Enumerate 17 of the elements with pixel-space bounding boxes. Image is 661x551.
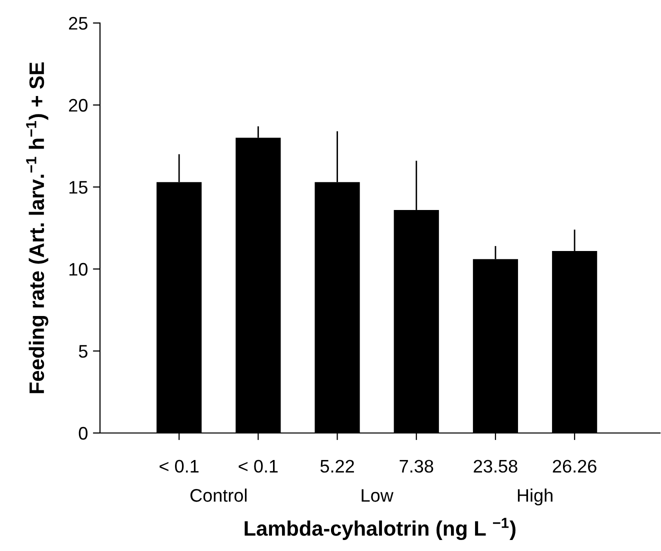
x-tick-label: 26.26	[552, 460, 596, 473]
x-tick-label: < 0.1	[160, 460, 199, 473]
x-tick-label: 5.22	[320, 460, 354, 473]
y-tick-label: 20	[69, 98, 88, 112]
text: Low	[362, 489, 394, 502]
y-axis-title: Feeding rate (Art. larv.$^{−1}$ h$^{−1}$) + SE	[26, 62, 48, 394]
y-tick-label: 10	[69, 262, 88, 276]
x-tick-label: 7.38	[400, 460, 434, 473]
y-tick-label: 15	[69, 181, 88, 194]
y-tick-label: 0	[78, 426, 88, 440]
x-tick-label: < 0.1	[238, 460, 278, 473]
x-tick-label: 23.58	[474, 460, 518, 473]
text: High	[518, 488, 552, 506]
x-axis-title: Lambda-cyhalotrin (ng L $^{−1}$)	[244, 518, 516, 540]
y-tick-label: 5	[78, 345, 88, 358]
y-tick-label: 25	[69, 16, 88, 30]
text: Control	[190, 488, 247, 502]
